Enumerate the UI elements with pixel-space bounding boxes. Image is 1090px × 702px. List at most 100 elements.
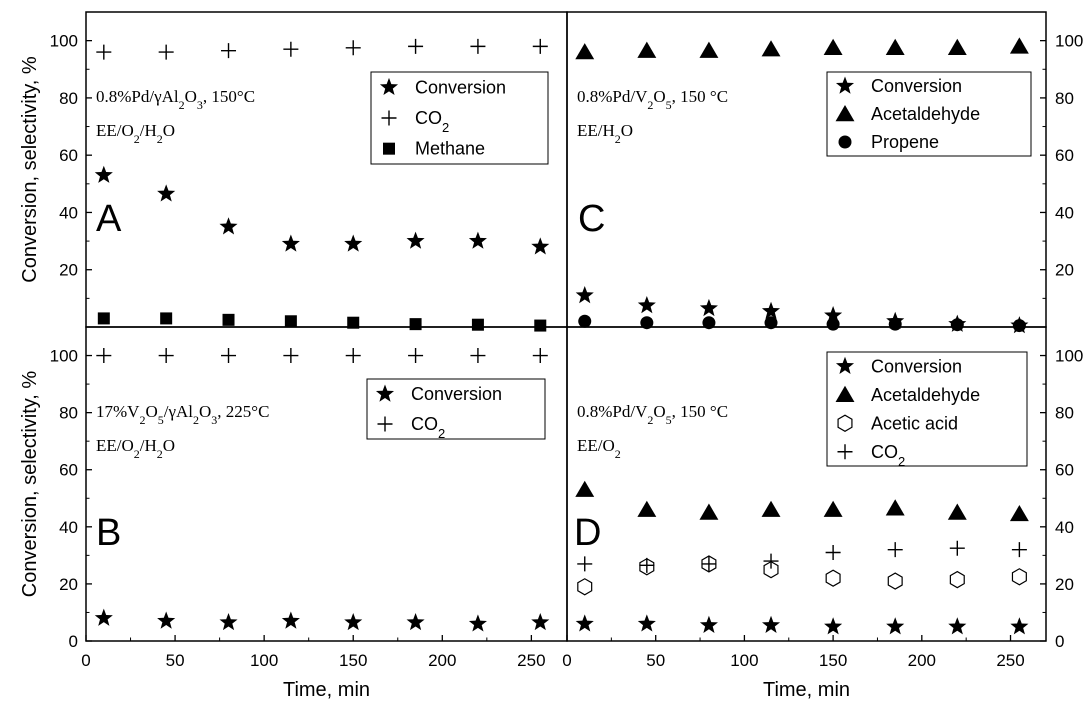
- legend-marker: [375, 384, 395, 402]
- data-point: [699, 615, 718, 633]
- legend: Conversion Acetaldehyde Propene: [826, 71, 1032, 157]
- series-acetic-acid: [577, 555, 1027, 596]
- data-point: [888, 317, 902, 331]
- data-point: [702, 316, 716, 330]
- data-point: [406, 231, 425, 249]
- data-point: [950, 318, 964, 332]
- data-point: [94, 608, 113, 626]
- legend-marker: [837, 414, 853, 432]
- data-point: [408, 38, 424, 54]
- data-point: [283, 41, 299, 57]
- data-point: [824, 617, 843, 635]
- y-tick-label: 40: [59, 518, 78, 537]
- data-point: [94, 165, 113, 183]
- legend-marker: [837, 444, 853, 460]
- data-point: [468, 231, 487, 249]
- data-point: [534, 319, 547, 332]
- data-point: [949, 570, 965, 589]
- data-point: [825, 569, 841, 587]
- legend-marker: [835, 356, 855, 374]
- data-point: [96, 44, 112, 60]
- legend: Conversion CO2: [366, 378, 546, 441]
- y-tick-label: 40: [59, 203, 78, 222]
- series-co-: [96, 38, 548, 60]
- data-point: [97, 312, 110, 325]
- legend-frame: [826, 351, 1028, 467]
- data-point: [639, 557, 655, 573]
- catalyst-annotation: EE/O2: [577, 436, 621, 461]
- legend-label: Conversion: [871, 356, 962, 376]
- data-point: [885, 499, 905, 516]
- y-tick-label: 20: [59, 261, 78, 280]
- legend-marker: [835, 76, 855, 94]
- x-tick-label: 200: [428, 651, 456, 670]
- panel-b: 0 20 40 60 80 100 0 50 100 150 200 250 Time, min Conv…: [19, 326, 568, 701]
- catalyst-annotation: EE/O2/H2O: [96, 121, 175, 146]
- data-point: [344, 234, 363, 252]
- data-point: [701, 556, 717, 572]
- x-tick-label: 150: [819, 651, 847, 670]
- y-tick-label: 40: [1055, 518, 1074, 537]
- y-tick-label: 100: [1055, 347, 1083, 366]
- y-tick-label: 0: [1055, 632, 1064, 651]
- data-point: [219, 612, 238, 631]
- legend-label: Methane: [415, 139, 485, 159]
- legend-frame: [366, 378, 546, 440]
- data-point: [639, 558, 655, 576]
- catalyst-annotation: 17%V2O5/γAl2O3, 225°C: [96, 402, 269, 427]
- x-axis-label: Time, min: [283, 679, 370, 701]
- legend-label: Conversion: [411, 384, 502, 404]
- data-point: [1011, 542, 1027, 558]
- catalyst-annotation: 0.8%Pd/γAl2O3, 150°C: [96, 87, 255, 112]
- data-point: [823, 500, 843, 517]
- y-tick-label: 100: [1055, 32, 1083, 51]
- data-point: [825, 545, 841, 561]
- legend-marker: [381, 110, 397, 126]
- x-tick-label: 200: [908, 651, 936, 670]
- data-point: [470, 348, 486, 364]
- panel-letter: A: [96, 198, 122, 240]
- y-tick-label: 40: [1055, 203, 1074, 222]
- data-point: [158, 348, 174, 364]
- series-propene: [578, 314, 1026, 333]
- data-point: [699, 41, 719, 58]
- data-point: [575, 480, 595, 497]
- y-tick-label: 80: [59, 404, 78, 423]
- data-point: [345, 40, 361, 56]
- data-point: [575, 43, 595, 60]
- data-point: [470, 38, 486, 54]
- y-tick-label: 20: [59, 575, 78, 594]
- data-point: [347, 316, 360, 329]
- data-point: [823, 38, 843, 55]
- legend-marker: [383, 142, 395, 155]
- series-co-: [96, 348, 548, 364]
- data-point: [699, 298, 718, 317]
- series-conversion: [94, 165, 550, 255]
- y-tick-label: 0: [69, 632, 78, 651]
- data-point: [947, 38, 967, 55]
- x-tick-label: 150: [339, 651, 367, 670]
- data-point: [637, 500, 657, 517]
- data-point: [949, 540, 965, 556]
- data-point: [221, 43, 237, 59]
- data-point: [1010, 617, 1029, 635]
- data-point: [1009, 37, 1029, 54]
- data-point: [577, 556, 593, 572]
- x-tick-label: 50: [166, 651, 185, 670]
- data-point: [761, 500, 781, 517]
- data-point: [887, 572, 903, 590]
- data-point: [763, 553, 779, 569]
- x-tick-label: 50: [646, 651, 665, 670]
- data-point: [531, 612, 550, 631]
- data-point: [640, 316, 654, 330]
- series-conversion: [575, 614, 1029, 635]
- legend-label: CO2: [415, 108, 449, 135]
- y-tick-label: 80: [59, 89, 78, 108]
- data-point: [408, 348, 424, 364]
- y-tick-label: 60: [59, 461, 78, 480]
- y-tick-label: 60: [1055, 461, 1074, 480]
- catalyst-annotation: EE/H2O: [577, 121, 633, 146]
- legend-label: Conversion: [415, 77, 506, 97]
- catalyst-annotation: 0.8%Pd/V2O5, 150 °C: [577, 87, 728, 112]
